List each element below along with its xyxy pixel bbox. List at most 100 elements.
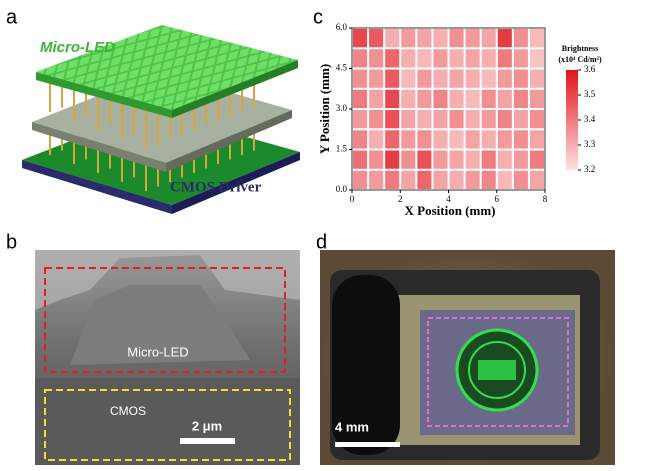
cell: [529, 29, 544, 48]
cell: [417, 110, 432, 129]
scale-bar: [335, 442, 400, 447]
cell: [433, 69, 448, 88]
middle-edge: [32, 122, 166, 172]
cell: [497, 170, 512, 189]
cell: [481, 69, 496, 88]
cell: [529, 150, 544, 169]
cell: [417, 130, 432, 149]
cell: [513, 49, 528, 68]
cell: [369, 110, 384, 129]
cell: [385, 130, 400, 149]
y-tick-label: 1.5: [336, 144, 348, 154]
adapter: [332, 275, 400, 455]
x-tick-label: 8: [543, 194, 548, 204]
panel-label: d: [316, 231, 327, 253]
cell: [369, 130, 384, 149]
cell: [481, 170, 496, 189]
cell: [353, 130, 368, 149]
cell: [513, 150, 528, 169]
colorbar-tick-label: 3.6: [584, 64, 596, 74]
cell: [353, 69, 368, 88]
cell: [401, 49, 416, 68]
x-axis-label: X Position (mm): [405, 203, 496, 218]
plot-background: [352, 28, 545, 190]
cell: [385, 49, 400, 68]
cell: [369, 170, 384, 189]
label: CMOS: [110, 404, 146, 418]
cell: [465, 170, 480, 189]
cell: [481, 110, 496, 129]
y-tick-label: 4.5: [336, 63, 348, 73]
cell: [417, 49, 432, 68]
cell: [369, 69, 384, 88]
label: Micro-LED: [40, 39, 115, 56]
cell: [369, 150, 384, 169]
cell: [417, 170, 432, 189]
cell: [385, 170, 400, 189]
label: CMOS Driver: [170, 179, 262, 195]
cell: [369, 29, 384, 48]
stack-illustration: Micro-LED CMOS Driver: [22, 25, 300, 214]
cell: [497, 89, 512, 108]
cell: [449, 89, 464, 108]
cell: [417, 150, 432, 169]
colorbar-tick-label: 3.3: [584, 139, 596, 149]
cell: [497, 150, 512, 169]
cell: [497, 49, 512, 68]
colorbar-tick-label: 3.2: [584, 164, 595, 174]
cell: [401, 110, 416, 129]
panel-label: c: [313, 6, 323, 28]
cell: [513, 170, 528, 189]
x-tick-label: 0: [350, 194, 355, 204]
cell: [401, 130, 416, 149]
x-tick-label: 2: [398, 194, 403, 204]
pcb-edge: [22, 160, 172, 214]
cell: [497, 29, 512, 48]
cell: [513, 29, 528, 48]
cell: [369, 89, 384, 108]
cell: [513, 69, 528, 88]
middle-edge: [166, 110, 292, 172]
cell: [353, 29, 368, 48]
region-box: [427, 317, 569, 427]
cell: [465, 130, 480, 149]
scale-label: 2 μm: [192, 418, 222, 433]
cell: [481, 89, 496, 108]
cell: [433, 89, 448, 108]
cell: [433, 150, 448, 169]
cell: [401, 170, 416, 189]
cell: [465, 150, 480, 169]
cell: [353, 170, 368, 189]
cell: [385, 29, 400, 48]
cell: [481, 29, 496, 48]
cell: [385, 110, 400, 129]
panel-label: a: [6, 6, 18, 28]
micro-led-array: [36, 25, 298, 110]
sem-cmos: [35, 378, 300, 465]
cell: [465, 29, 480, 48]
region-box: [44, 389, 291, 461]
cell: [449, 69, 464, 88]
cell: [401, 29, 416, 48]
y-tick-label: 3.0: [336, 103, 348, 113]
scale-bar: [180, 438, 235, 444]
scale-label: 4 mm: [335, 419, 369, 434]
cell: [465, 110, 480, 129]
cell: [433, 110, 448, 129]
cell: [449, 110, 464, 129]
cell: [353, 110, 368, 129]
cell: [353, 150, 368, 169]
cell: [401, 69, 416, 88]
cell: [497, 69, 512, 88]
cell: [433, 130, 448, 149]
cell: [497, 130, 512, 149]
colorbar: [566, 70, 578, 170]
cell: [449, 49, 464, 68]
colorbar-title: Brightness: [562, 44, 598, 53]
colorbar-tick-label: 3.5: [584, 89, 596, 99]
cell: [529, 49, 544, 68]
cell: [529, 69, 544, 88]
x-tick-label: 6: [495, 194, 500, 204]
y-tick-label: 6.0: [336, 22, 348, 32]
